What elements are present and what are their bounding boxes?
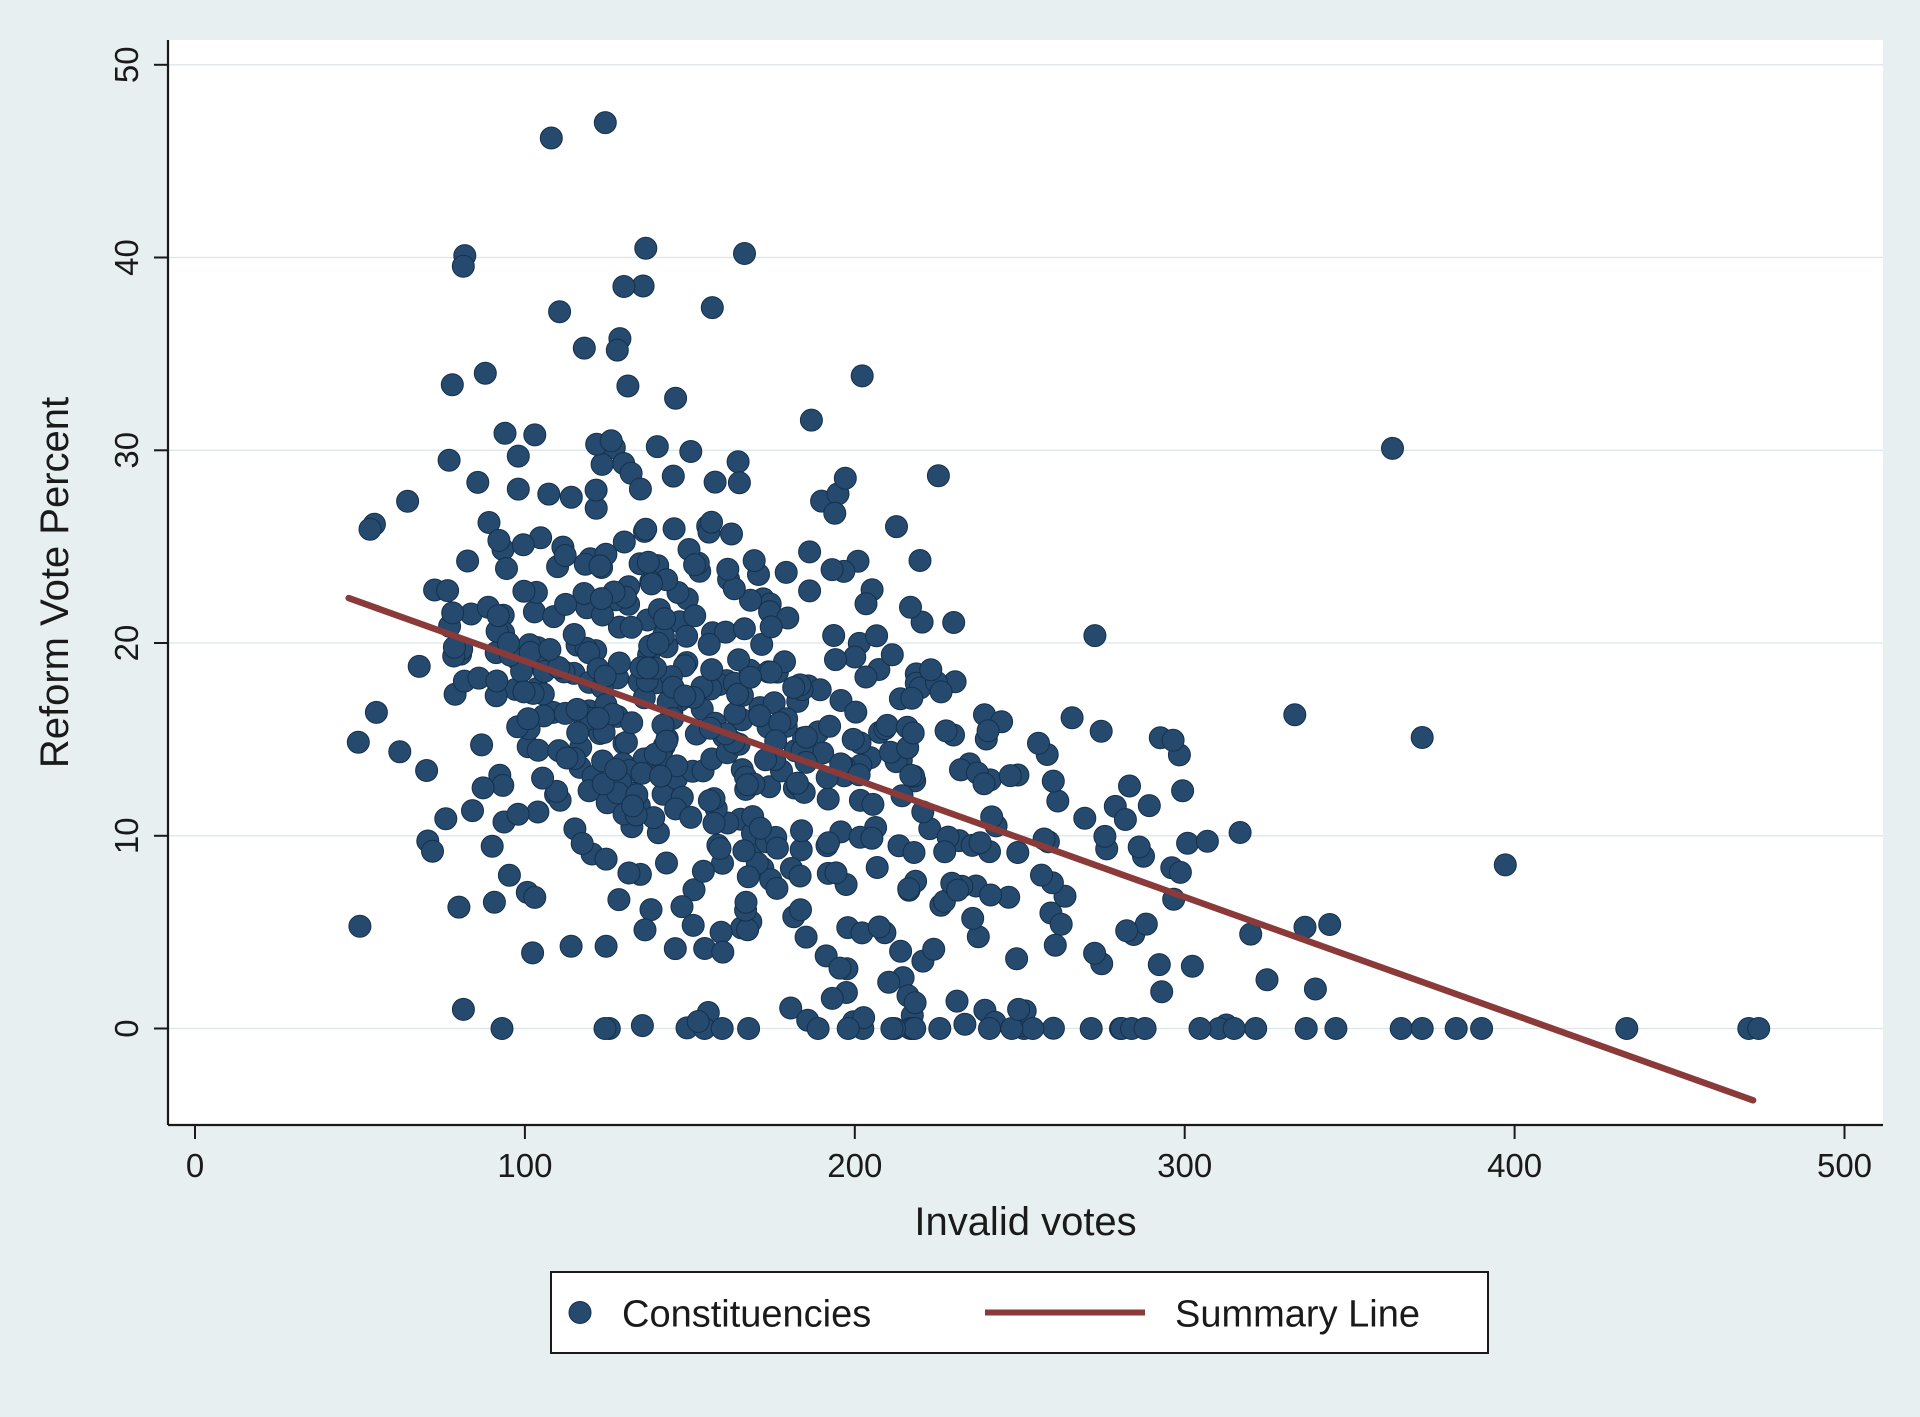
svg-text:10: 10	[108, 817, 145, 854]
svg-text:100: 100	[497, 1147, 552, 1184]
svg-text:Summary Line: Summary Line	[1175, 1294, 1420, 1336]
svg-text:40: 40	[108, 239, 145, 276]
svg-text:400: 400	[1487, 1147, 1542, 1184]
svg-text:50: 50	[108, 46, 145, 83]
svg-text:Reform Vote Percent: Reform Vote Percent	[33, 397, 77, 768]
svg-text:30: 30	[108, 432, 145, 469]
svg-text:0: 0	[108, 1019, 145, 1037]
svg-text:500: 500	[1817, 1147, 1872, 1184]
svg-text:200: 200	[827, 1147, 882, 1184]
svg-text:Invalid votes: Invalid votes	[914, 1200, 1136, 1244]
svg-text:0: 0	[186, 1147, 204, 1184]
svg-text:20: 20	[108, 625, 145, 662]
svg-text:Constituencies: Constituencies	[622, 1294, 871, 1336]
svg-text:300: 300	[1157, 1147, 1212, 1184]
